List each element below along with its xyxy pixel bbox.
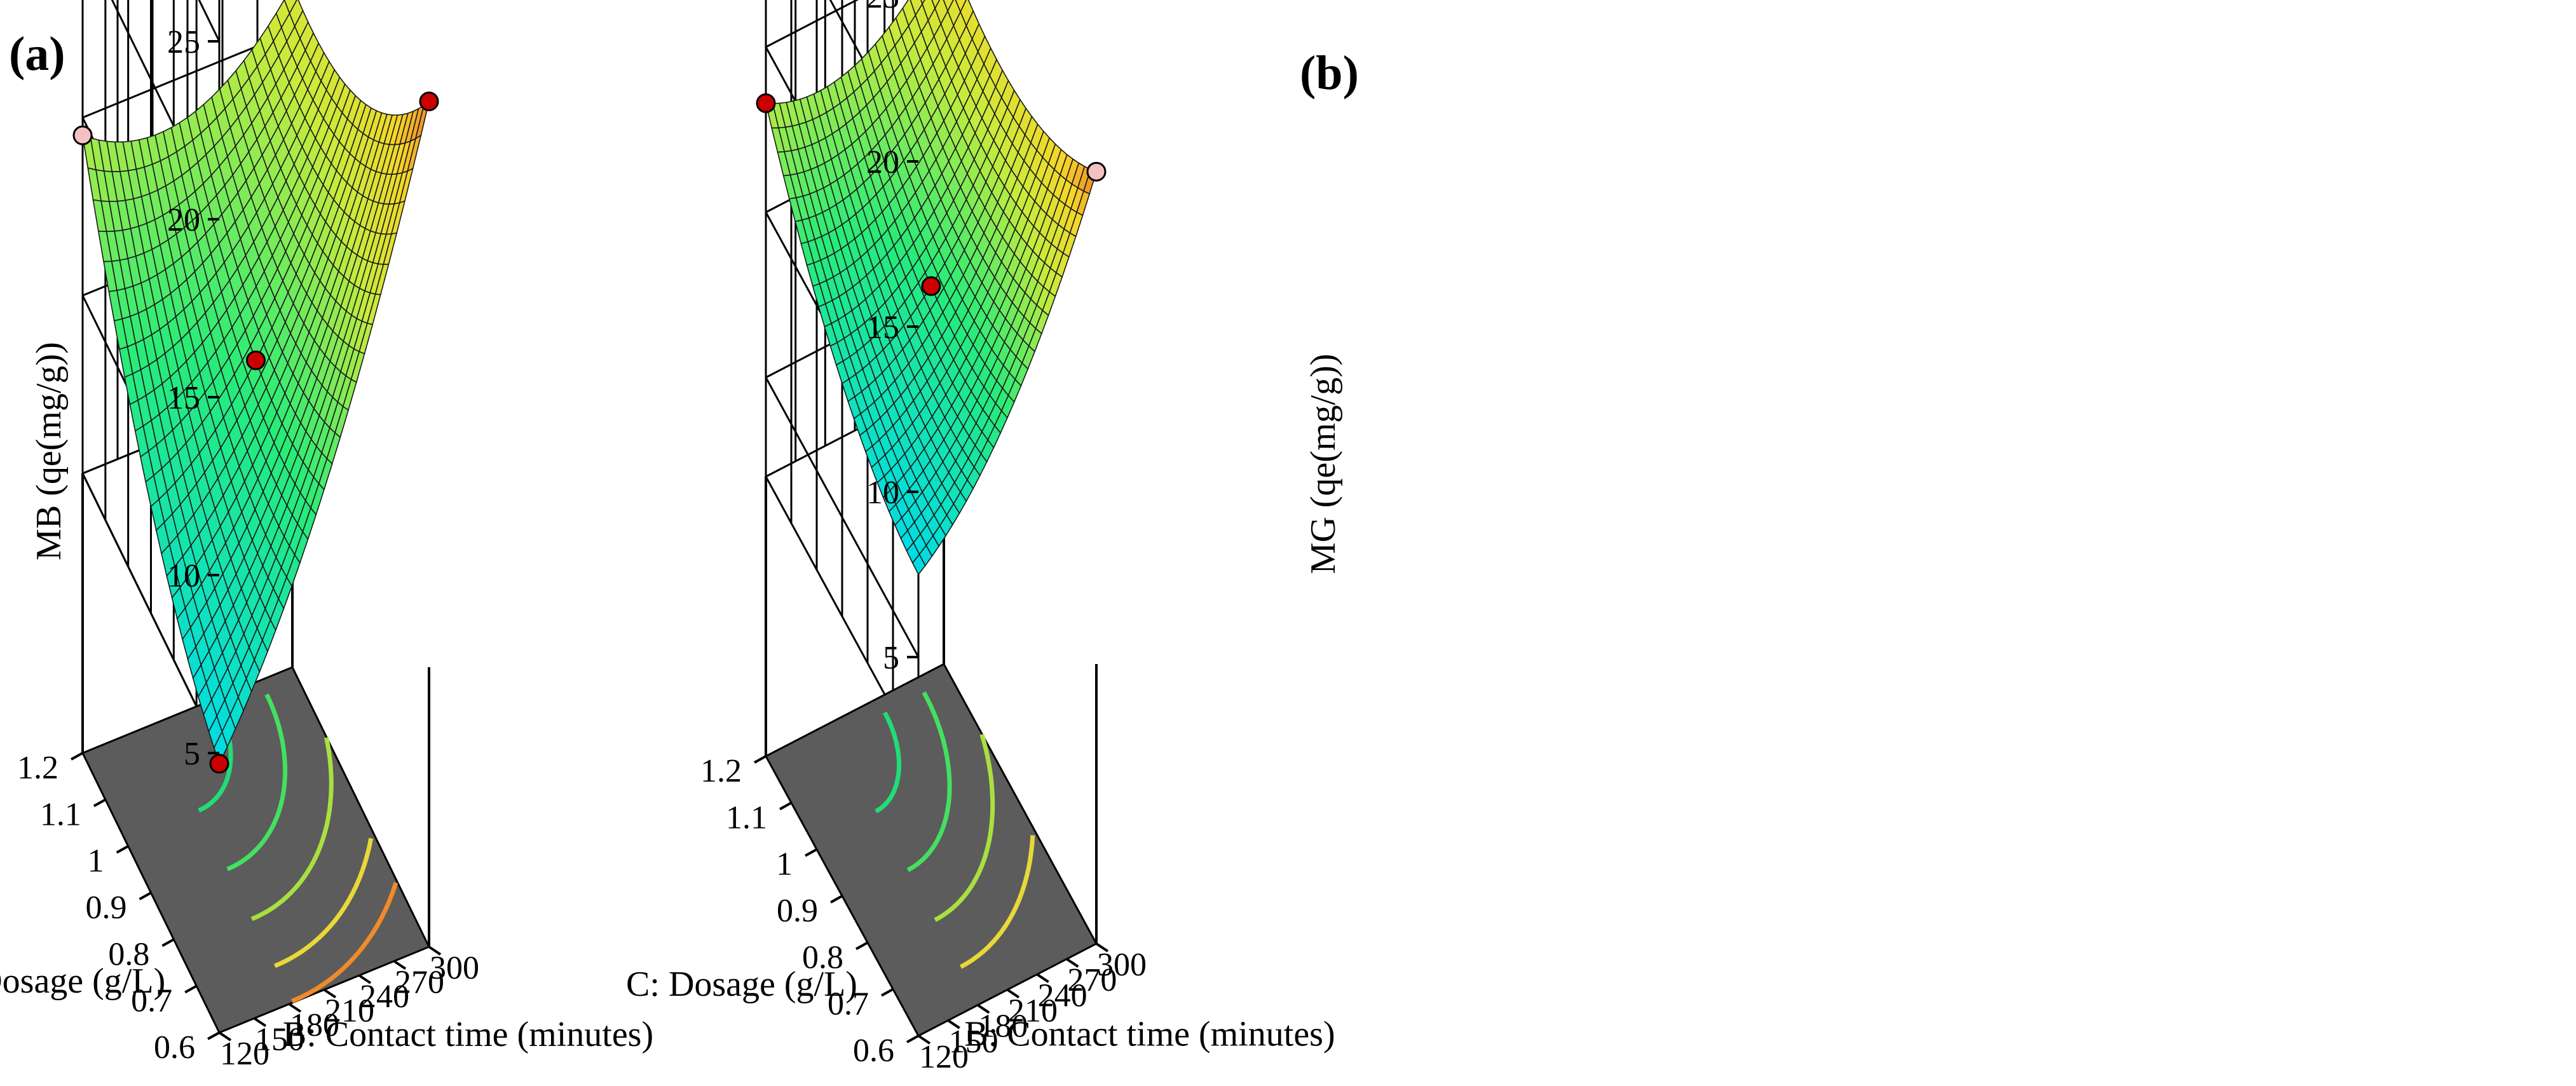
y-tick-mark — [139, 892, 152, 900]
x-tick-mark — [1066, 958, 1079, 968]
design-point — [419, 92, 439, 112]
x-axis-label: B: Contact time (minutes) — [283, 1015, 653, 1054]
x-tick-label: 300 — [430, 950, 479, 986]
x-tick-mark — [947, 1019, 960, 1029]
z-tick-label: 20 — [866, 144, 899, 180]
x-tick-mark — [1095, 942, 1109, 953]
z-gridline — [765, 377, 920, 658]
design-point — [72, 125, 93, 146]
x-tick-label: 240 — [360, 979, 409, 1015]
y-tick-mark — [207, 1031, 220, 1040]
y-tick-mark — [116, 845, 129, 854]
design-point — [246, 350, 266, 370]
z-tick-label: 15 — [866, 309, 899, 346]
design-point — [756, 93, 776, 113]
z-tick-label: 5 — [184, 736, 200, 772]
y-tick-label: 0.9 — [777, 893, 818, 929]
x-tick-label: 150 — [255, 1022, 304, 1058]
x-tick-label: 150 — [949, 1024, 998, 1060]
y-tick-label: 0.7 — [131, 983, 172, 1019]
contour-line — [250, 737, 334, 921]
y-tick-mark — [71, 752, 83, 761]
y-tick-mark — [805, 848, 817, 857]
z-gridline — [765, 0, 859, 48]
contour-line — [959, 835, 1035, 969]
y-tick-mark — [161, 938, 175, 947]
x-tick-label: 120 — [919, 1039, 969, 1075]
x-tick-label: 210 — [1008, 993, 1058, 1029]
y-tick-label: 1.1 — [726, 799, 767, 836]
y-tick-label: 1.2 — [700, 753, 742, 789]
y-tick-mark — [855, 941, 868, 951]
z-axis-label: MB (qe(mg/g)) — [29, 342, 69, 560]
y-tick-mark — [184, 984, 198, 994]
y-tick-mark — [906, 1035, 919, 1043]
x-tick-mark — [1036, 973, 1049, 983]
z-tick-label: 25 — [167, 24, 200, 60]
design-point — [921, 276, 941, 296]
z-axis-label: MG (qe(mg/g)) — [1304, 354, 1343, 574]
y-tick-mark — [779, 801, 792, 811]
contour-line — [906, 691, 952, 872]
contour-line — [934, 733, 995, 922]
panel-a: 510152025301201501802102402703000.60.70.… — [0, 0, 653, 1072]
panel-label: (b) — [1300, 46, 1359, 100]
x-tick-mark — [428, 946, 442, 956]
z-tick-label: 25 — [866, 0, 899, 15]
x-tick-mark — [1006, 988, 1020, 999]
x-tick-label: 270 — [395, 965, 444, 1001]
x-tick-mark — [253, 1017, 267, 1028]
x-tick-mark — [393, 960, 407, 970]
y-tick-mark — [830, 895, 843, 904]
z-tick-label: 10 — [167, 558, 200, 594]
y-tick-label: 0.6 — [154, 1029, 195, 1066]
y-tick-label: 0.9 — [86, 890, 127, 926]
contour-line — [273, 838, 374, 968]
x-tick-mark — [288, 1003, 302, 1013]
x-tick-label: 270 — [1067, 962, 1117, 998]
y-tick-label: 1 — [776, 846, 793, 883]
y-tick-label: 0.6 — [853, 1033, 894, 1069]
y-tick-label: 0.7 — [828, 986, 869, 1022]
x-axis-label: B: Contact time (minutes) — [964, 1014, 1335, 1054]
z-tick-label: 5 — [883, 640, 899, 676]
design-point — [209, 754, 229, 774]
design-point — [1086, 161, 1107, 182]
surface-cell — [931, 0, 941, 10]
x-tick-label: 180 — [978, 1008, 1028, 1045]
x-tick-label: 180 — [290, 1007, 339, 1043]
contour-line — [875, 711, 901, 813]
y-tick-label: 1.1 — [40, 796, 81, 832]
x-tick-label: 120 — [220, 1036, 269, 1072]
x-tick-mark — [358, 974, 372, 984]
x-tick-mark — [917, 1035, 931, 1045]
x-tick-mark — [977, 1004, 990, 1014]
y-axis-label: C: Dosage (g/L) — [0, 961, 165, 1001]
y-tick-mark — [754, 755, 767, 764]
panel-label: (a) — [9, 27, 65, 81]
z-tick-label: 15 — [167, 380, 200, 416]
x-tick-mark — [218, 1031, 232, 1042]
y-tick-label: 0.8 — [108, 936, 149, 972]
z-tick-label: 20 — [167, 202, 200, 238]
x-tick-label: 240 — [1038, 977, 1087, 1014]
contour-line — [291, 881, 399, 1003]
x-tick-label: 300 — [1097, 947, 1147, 983]
y-axis-label: C: Dosage (g/L) — [626, 965, 857, 1004]
z-tick-label: 10 — [866, 475, 899, 511]
x-tick-label: 210 — [325, 993, 374, 1029]
y-tick-label: 1.2 — [17, 750, 58, 786]
y-tick-label: 1 — [88, 843, 104, 879]
y-tick-mark — [93, 798, 106, 808]
y-tick-mark — [881, 988, 894, 997]
x-tick-mark — [323, 988, 337, 999]
contour-line — [226, 693, 288, 871]
y-tick-label: 0.8 — [802, 939, 843, 975]
